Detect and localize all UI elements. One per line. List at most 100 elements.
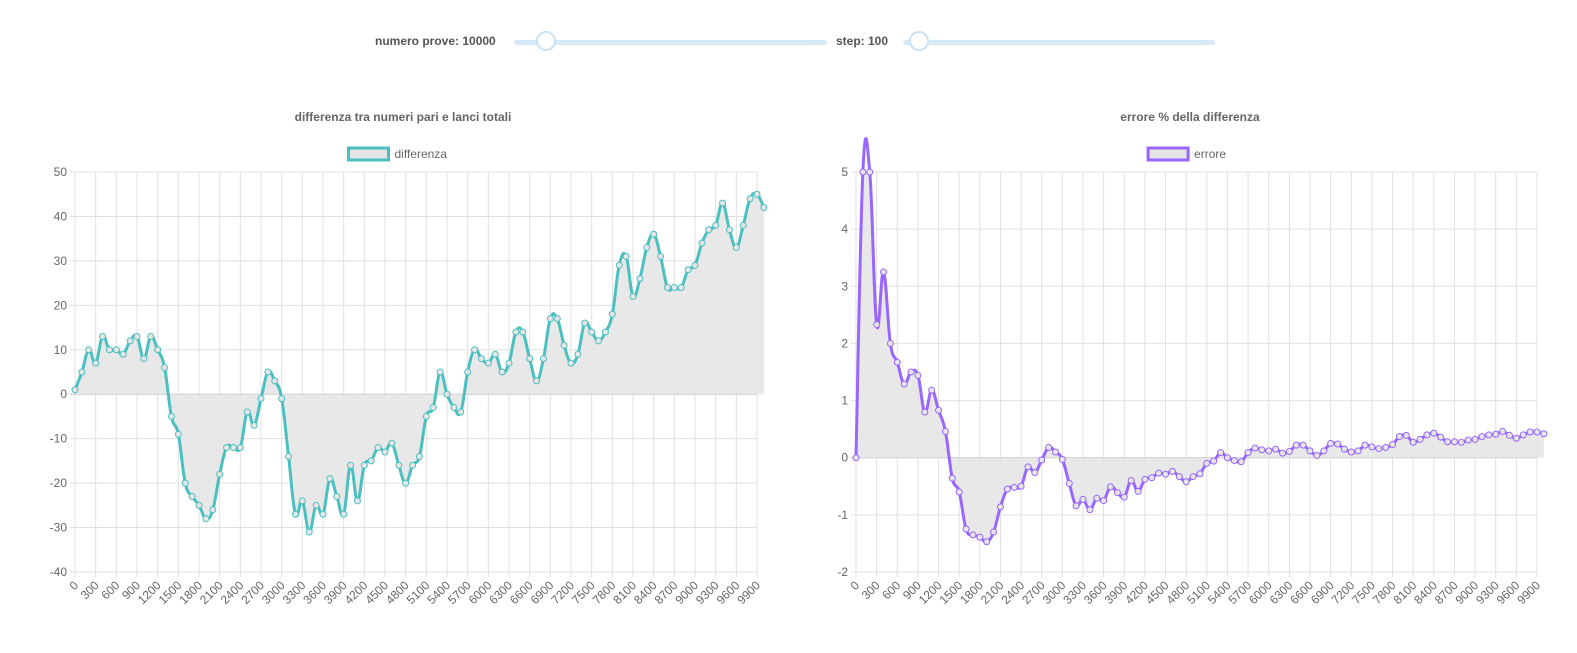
data-point (866, 168, 874, 176)
data-point (347, 461, 355, 469)
data-point (719, 199, 727, 207)
data-point (223, 444, 231, 452)
data-point (1237, 458, 1245, 466)
data-point (202, 515, 210, 523)
data-point (1478, 433, 1486, 441)
data-point (1017, 482, 1025, 490)
data-point (1533, 428, 1541, 436)
data-point (1327, 439, 1335, 447)
data-point (1162, 470, 1170, 478)
data-point (188, 492, 196, 500)
x-tick-label: 600 (98, 578, 122, 602)
difference-chart: differenza tra numeri pari e lanci total… (50, 110, 768, 607)
data-point (1320, 447, 1328, 455)
data-point (1292, 441, 1300, 449)
data-point (712, 221, 720, 229)
data-point (1127, 477, 1135, 485)
data-point (491, 350, 499, 358)
data-point (112, 346, 120, 354)
x-tick-label: 300 (859, 578, 883, 602)
data-point (1347, 448, 1355, 456)
data-point (852, 454, 860, 462)
data-point (935, 406, 943, 414)
y-tick-label: 20 (54, 298, 68, 312)
data-point (615, 261, 623, 269)
data-point (1100, 497, 1108, 505)
data-point (450, 404, 458, 412)
data-point (1402, 431, 1410, 439)
data-point (643, 244, 651, 252)
data-point (1258, 446, 1266, 454)
data-point (1120, 493, 1128, 501)
data-point (1375, 445, 1383, 453)
data-point (1210, 457, 1218, 465)
data-point (484, 359, 492, 367)
data-point (760, 204, 768, 212)
data-point (1223, 454, 1231, 462)
data-point (402, 479, 410, 487)
data-point (581, 319, 589, 327)
trials-slider-thumb[interactable] (535, 31, 556, 51)
x-tick-label: 300 (78, 578, 102, 602)
chart-title: errore % della differenza (1120, 110, 1260, 124)
data-point (99, 332, 107, 340)
data-point (983, 538, 991, 546)
data-point (512, 328, 520, 336)
data-point (1368, 443, 1376, 451)
data-point (415, 452, 423, 460)
controls-bar: numero prove: 10000 step: 100 (0, 26, 1577, 56)
data-point (422, 412, 430, 420)
data-point (360, 461, 368, 469)
error-chart: errore % della differenza errore -2 -1 0 1 2 3 4… (837, 110, 1548, 607)
data-point (1409, 438, 1417, 446)
data-point (1024, 463, 1032, 471)
data-point (962, 525, 970, 533)
legend-label: differenza (395, 147, 448, 161)
data-point (670, 284, 678, 292)
x-tick-label: 600 (879, 578, 903, 602)
data-point (732, 244, 740, 252)
data-point (78, 368, 86, 376)
x-tick-label: 9900 (734, 578, 763, 607)
data-point (900, 380, 908, 388)
data-point (739, 221, 747, 229)
trials-slider[interactable] (514, 31, 827, 51)
y-tick-label: -40 (50, 565, 68, 579)
grid-lines (851, 171, 1538, 577)
chart-legend: errore (1146, 146, 1226, 162)
data-point (969, 531, 977, 539)
data-point (1168, 467, 1176, 475)
data-point (436, 368, 444, 376)
data-point (1038, 456, 1046, 464)
y-tick-label: -20 (50, 476, 68, 490)
data-point (601, 328, 609, 336)
data-point (105, 346, 113, 354)
step-slider[interactable] (903, 31, 1215, 51)
data-point (477, 355, 485, 363)
data-point (1113, 489, 1121, 497)
data-point (498, 368, 506, 376)
data-point (941, 427, 949, 435)
data-point (1512, 434, 1520, 442)
data-point (1134, 487, 1142, 495)
step-slider-thumb[interactable] (909, 31, 930, 51)
data-point (92, 359, 100, 367)
data-point (948, 474, 956, 482)
data-point (1189, 473, 1197, 481)
trials-label: numero prove: 10000 (375, 34, 496, 48)
data-point (1389, 441, 1397, 449)
data-point (381, 448, 389, 456)
series-points (852, 168, 1548, 546)
series-points (71, 190, 768, 536)
data-point (1423, 431, 1431, 439)
data-point (85, 346, 93, 354)
y-tick-label: 40 (54, 209, 68, 223)
data-point (1306, 447, 1314, 455)
chart-legend: differenza (347, 146, 448, 162)
data-point (167, 412, 175, 420)
data-point (1065, 479, 1073, 487)
data-point (990, 528, 998, 536)
data-point (264, 368, 272, 376)
data-point (1203, 459, 1211, 467)
data-point (133, 332, 141, 340)
